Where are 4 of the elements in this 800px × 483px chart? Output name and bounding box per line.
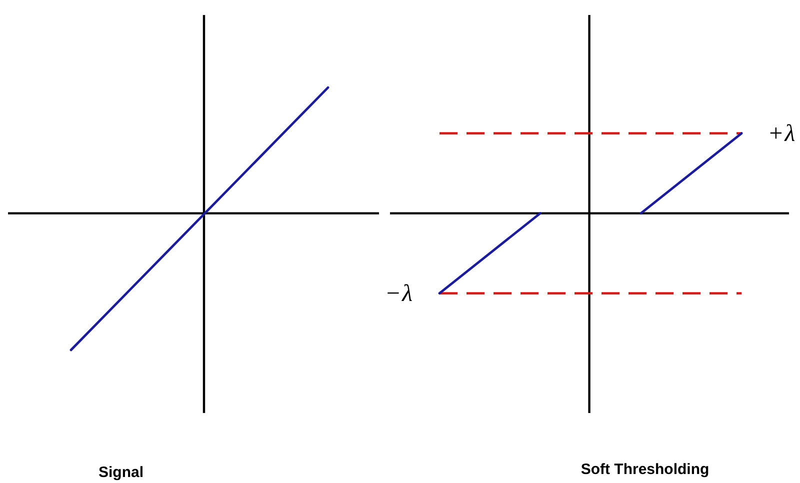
text: Soft Thresholding xyxy=(580,461,710,478)
annotation: +λ xyxy=(768,120,796,147)
text: Signal xyxy=(98,464,144,481)
annotation: −λ xyxy=(384,280,414,307)
